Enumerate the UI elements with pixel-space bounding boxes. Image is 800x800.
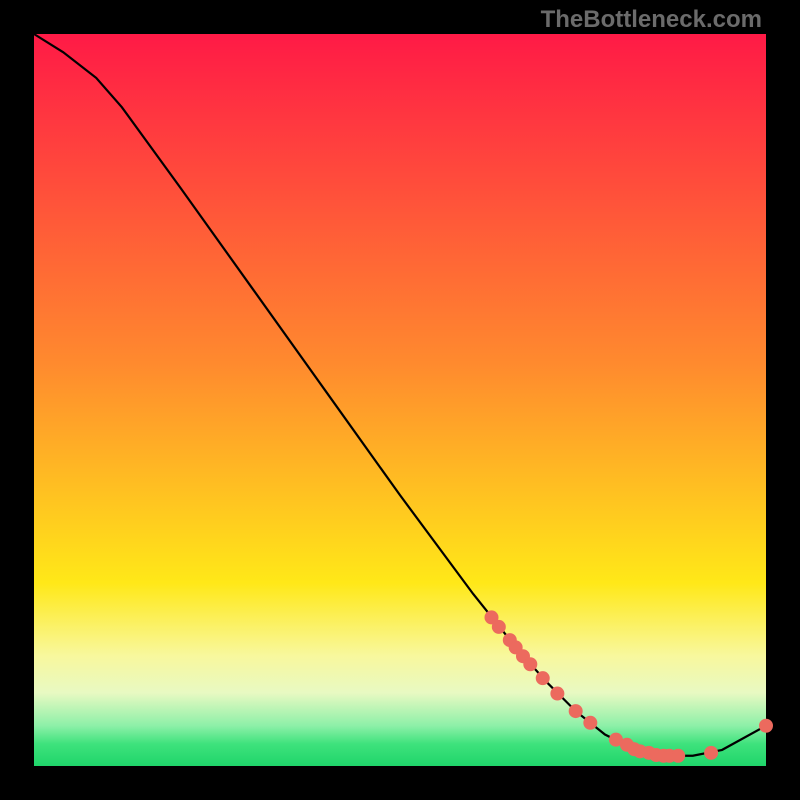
curve-marker bbox=[672, 749, 685, 762]
curve-marker bbox=[551, 687, 564, 700]
chart-frame: TheBottleneck.com bbox=[0, 0, 800, 800]
curve-marker bbox=[536, 672, 549, 685]
curve-marker bbox=[524, 658, 537, 671]
curve-marker bbox=[584, 716, 597, 729]
bottleneck-curve bbox=[34, 34, 766, 756]
chart-overlay bbox=[34, 34, 766, 766]
curve-marker bbox=[760, 719, 773, 732]
watermark-text: TheBottleneck.com bbox=[541, 6, 762, 34]
curve-marker bbox=[705, 746, 718, 759]
curve-marker bbox=[569, 705, 582, 718]
curve-markers bbox=[485, 611, 773, 762]
curve-marker bbox=[492, 620, 505, 633]
